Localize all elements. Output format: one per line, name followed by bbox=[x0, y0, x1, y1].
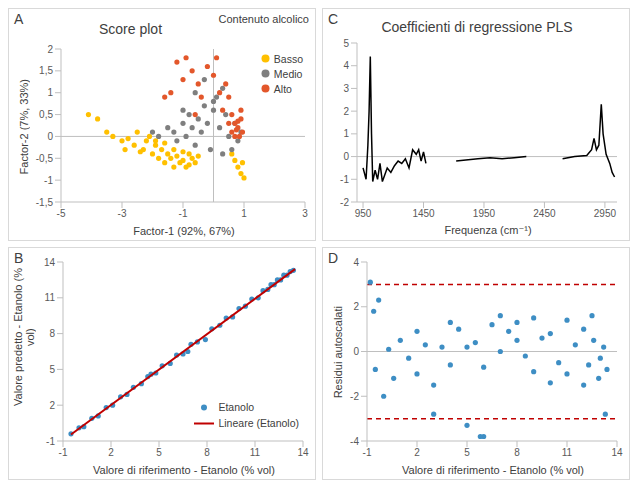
svg-text:2: 2 bbox=[108, 447, 114, 458]
html-text:Factor-1 (92%, 67%): Factor-1 (92%, 67%) bbox=[133, 225, 235, 237]
svg-text:2950: 2950 bbox=[594, 208, 617, 219]
svg-text:8: 8 bbox=[49, 328, 55, 339]
svg-text:-4: -4 bbox=[350, 436, 359, 447]
svg-text:-0,5: -0,5 bbox=[36, 153, 54, 164]
svg-text:1: 1 bbox=[47, 87, 53, 98]
svg-text:1: 1 bbox=[343, 128, 349, 139]
svg-text:11: 11 bbox=[562, 447, 573, 458]
svg-text:2450: 2450 bbox=[533, 208, 556, 219]
html-text:Valore di riferimento - Etanol: Valore di riferimento - Etanolo (% vol) bbox=[402, 464, 584, 476]
html-text:B: B bbox=[14, 250, 24, 266]
svg-text:2: 2 bbox=[414, 447, 420, 458]
svg-text:-1: -1 bbox=[363, 447, 372, 458]
svg-text:2: 2 bbox=[343, 106, 349, 117]
html-text:Alto: Alto bbox=[273, 82, 292, 95]
html-text:C: C bbox=[328, 11, 339, 27]
svg-text:2: 2 bbox=[353, 301, 359, 312]
svg-text:-1,5: -1,5 bbox=[36, 197, 54, 208]
svg-text:-1: -1 bbox=[179, 208, 188, 219]
html-text:Valore di riferimento - Etanol: Valore di riferimento - Etanolo (% vol) bbox=[93, 464, 275, 476]
html-text:A: A bbox=[14, 11, 24, 27]
svg-text:2: 2 bbox=[49, 400, 55, 411]
html-text:Lineare (Etanolo): Lineare (Etanolo) bbox=[218, 417, 299, 429]
svg-text:1: 1 bbox=[241, 208, 247, 219]
svg-text:0: 0 bbox=[47, 131, 53, 142]
svg-text:11: 11 bbox=[250, 447, 261, 458]
html-text:Residui autoscalati: Residui autoscalati bbox=[332, 305, 344, 399]
svg-text:5: 5 bbox=[464, 447, 470, 458]
svg-text:3: 3 bbox=[343, 83, 349, 94]
svg-text:-1: -1 bbox=[44, 175, 53, 186]
svg-text:14: 14 bbox=[297, 447, 309, 458]
html-text:Frequenza (cm⁻¹): Frequenza (cm⁻¹) bbox=[444, 224, 532, 236]
svg-text:-1: -1 bbox=[59, 447, 68, 458]
svg-text:1450: 1450 bbox=[412, 208, 435, 219]
svg-text:-1: -1 bbox=[340, 174, 349, 185]
svg-text:950: 950 bbox=[355, 208, 372, 219]
svg-text:14: 14 bbox=[611, 447, 623, 458]
svg-text:2: 2 bbox=[47, 44, 53, 55]
svg-text:8: 8 bbox=[204, 447, 210, 458]
html-text:Basso: Basso bbox=[273, 52, 303, 65]
svg-text:-2: -2 bbox=[350, 391, 359, 402]
svg-text:-1: -1 bbox=[46, 436, 55, 447]
svg-text:-5: -5 bbox=[57, 208, 66, 219]
html-text:Valore predetto - Etanolo (% v: Valore predetto - Etanolo (% vol) bbox=[12, 268, 36, 406]
svg-text:5: 5 bbox=[156, 447, 162, 458]
svg-text:4: 4 bbox=[353, 257, 359, 268]
svg-text:8: 8 bbox=[514, 447, 520, 458]
svg-text:1,5: 1,5 bbox=[39, 65, 53, 76]
html-text:Score plot: Score plot bbox=[99, 21, 162, 37]
svg-text:11: 11 bbox=[45, 292, 56, 303]
svg-text:3: 3 bbox=[302, 208, 308, 219]
svg-text:0: 0 bbox=[353, 346, 359, 357]
svg-text:5: 5 bbox=[343, 38, 349, 49]
svg-text:14: 14 bbox=[44, 257, 56, 268]
svg-text:-2: -2 bbox=[340, 197, 349, 208]
svg-text:0: 0 bbox=[343, 151, 349, 162]
svg-text:1950: 1950 bbox=[473, 208, 496, 219]
html-text:Contenuto alcolico: Contenuto alcolico bbox=[218, 13, 309, 25]
svg-text:5: 5 bbox=[49, 364, 55, 375]
html-text:D: D bbox=[328, 250, 339, 266]
html-text:Coefficienti di regressione PL: Coefficienti di regressione PLS bbox=[381, 19, 573, 35]
svg-text:-3: -3 bbox=[118, 208, 127, 219]
html-text:Etanolo: Etanolo bbox=[218, 401, 255, 413]
html-text:Factor-2 (7%, 33%): Factor-2 (7%, 33%) bbox=[18, 78, 30, 175]
svg-text:4: 4 bbox=[343, 60, 349, 71]
svg-text:0,5: 0,5 bbox=[39, 109, 53, 120]
html-text:Medio: Medio bbox=[273, 67, 303, 80]
